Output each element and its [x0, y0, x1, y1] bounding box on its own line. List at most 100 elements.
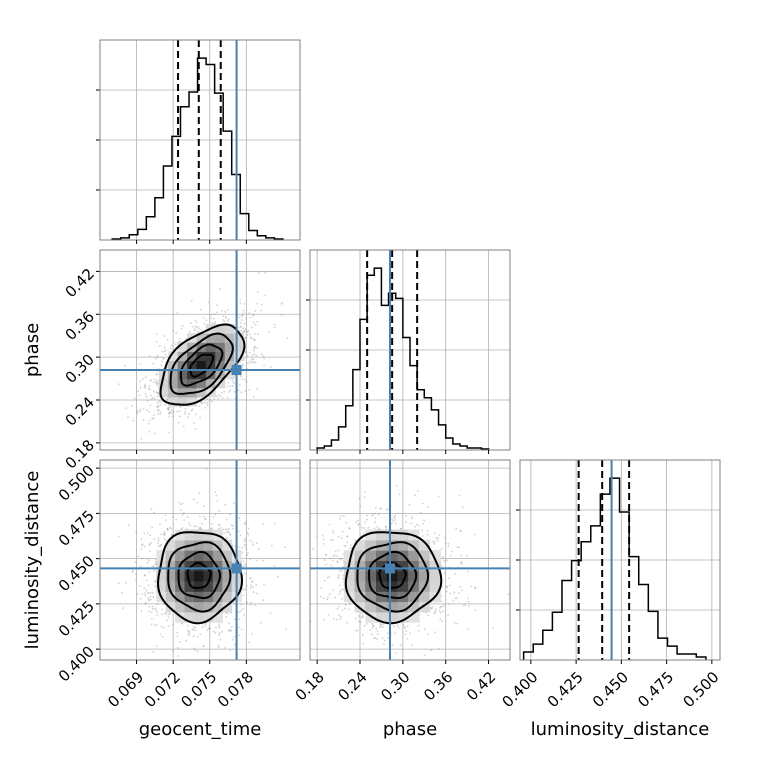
y-tick-label: 0.450 [55, 552, 98, 595]
sample-point [269, 366, 272, 368]
sample-point [166, 397, 169, 400]
sample-point [248, 312, 251, 314]
density-cell [165, 560, 176, 572]
panel-frame [519, 459, 721, 661]
sample-point [197, 650, 199, 653]
sample-point [144, 592, 146, 595]
sample-point [157, 537, 160, 540]
density-cell [408, 580, 420, 592]
sample-point [247, 552, 249, 554]
sample-point [219, 287, 222, 290]
sample-point [219, 638, 222, 641]
sample-point [432, 540, 435, 543]
sample-point [466, 554, 469, 557]
density-cell [212, 570, 223, 582]
density-cell [418, 550, 431, 561]
sample-point [249, 336, 252, 339]
density-cell [386, 539, 399, 551]
sample-point [153, 565, 155, 568]
y-axis-label-phase: phase [22, 323, 43, 377]
sample-point [433, 612, 436, 615]
sample-point [374, 521, 376, 524]
density-cell [224, 360, 235, 371]
sample-point [212, 317, 215, 320]
sample-point [233, 502, 235, 505]
density-cell [205, 333, 216, 343]
sample-point [328, 575, 331, 578]
sample-point [184, 411, 186, 413]
density-cell [165, 601, 176, 613]
sample-point [242, 327, 244, 330]
panel-content [100, 460, 300, 660]
density-cell [343, 570, 356, 582]
sample-point [241, 378, 243, 381]
sample-point [154, 624, 156, 627]
density-cell [408, 611, 420, 623]
sample-point [217, 646, 220, 649]
sample-point [184, 407, 187, 410]
sample-point [225, 316, 228, 319]
sample-point [124, 364, 126, 367]
sample-point [178, 641, 181, 643]
sample-point [166, 407, 169, 410]
sample-point [156, 354, 159, 357]
sample-point [322, 542, 325, 545]
sample-point [426, 533, 429, 536]
sample-point [360, 621, 362, 623]
sample-point [439, 605, 442, 608]
sample-point [163, 531, 166, 534]
density-cell [408, 591, 420, 603]
sample-point [144, 376, 147, 379]
sample-point [394, 522, 397, 525]
contour-line [186, 561, 212, 589]
sample-point [414, 494, 416, 497]
sample-point [231, 384, 234, 387]
sample-point [369, 629, 372, 632]
sample-point [264, 271, 267, 274]
sample-point [156, 614, 159, 616]
sample-point [191, 325, 194, 328]
sample-point [250, 601, 252, 604]
sample-point [147, 591, 150, 594]
sample-point [157, 409, 160, 411]
sample-point [203, 505, 205, 508]
sample-point [221, 391, 223, 394]
x-tick-label: 0.475 [634, 668, 677, 711]
sample-point [229, 649, 232, 652]
sample-point [159, 633, 162, 636]
sample-point [166, 339, 169, 341]
density-cell [212, 560, 223, 572]
density-cell [184, 550, 195, 561]
density-cell [175, 591, 186, 603]
sample-point [198, 405, 201, 408]
sample-point [362, 532, 365, 534]
density-cell [418, 591, 431, 603]
density-cell [429, 550, 441, 561]
sample-point [241, 363, 244, 366]
sample-point [346, 541, 349, 544]
sample-point [146, 532, 149, 534]
sample-point [253, 339, 256, 341]
sample-point [243, 522, 246, 525]
sample-point [336, 560, 338, 563]
sample-point [277, 575, 279, 578]
sample-point [150, 397, 153, 400]
sample-point [253, 349, 255, 352]
y-axis-label-luminosity_distance: luminosity_distance [22, 471, 43, 650]
sample-point [156, 603, 159, 605]
sample-point [239, 325, 242, 328]
sample-point [148, 610, 151, 613]
density-cell [196, 360, 207, 371]
sample-point [139, 386, 142, 389]
sample-point [441, 605, 443, 608]
sample-point [245, 336, 248, 339]
sample-point [246, 554, 249, 557]
sample-point [243, 330, 246, 332]
truth-marker [231, 365, 242, 375]
sample-point [263, 583, 265, 586]
sample-point [321, 534, 324, 537]
sample-point [414, 525, 417, 528]
sample-point [332, 555, 334, 558]
sample-point [177, 421, 180, 424]
sample-point [240, 329, 243, 332]
